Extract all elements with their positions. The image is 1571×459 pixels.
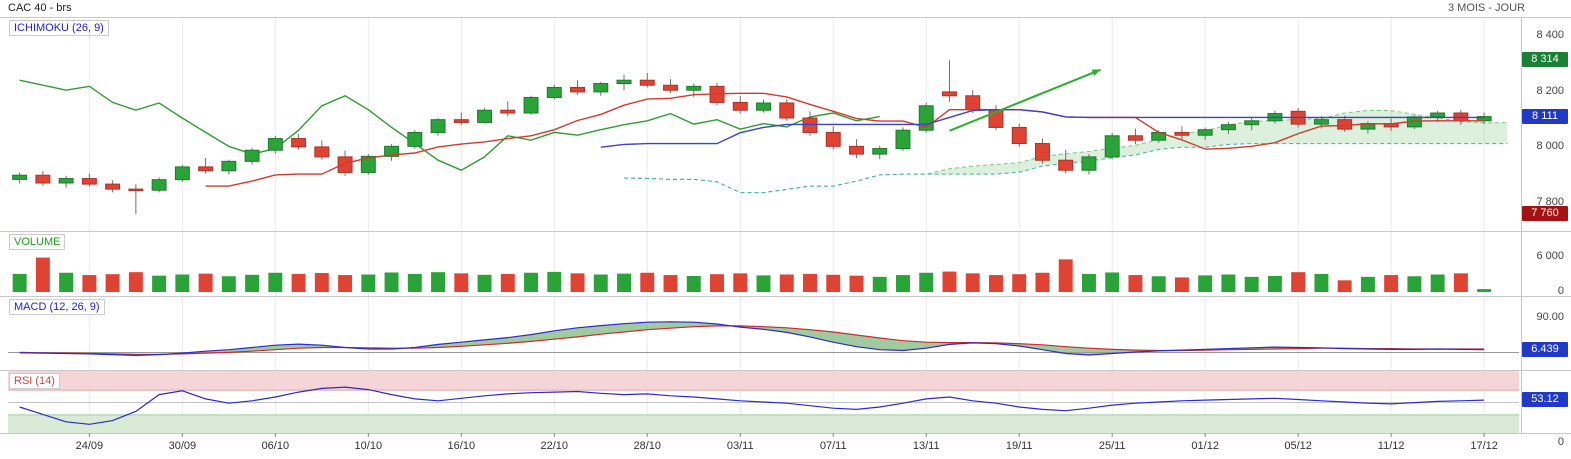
x-axis-label: 30/09 — [168, 440, 197, 452]
x-axis-label: 10/10 — [354, 440, 383, 452]
macd-indicator-label: MACD (12, 26, 9) — [9, 299, 105, 315]
price-tick-label: 8 000 — [1536, 140, 1564, 153]
x-axis-label: 07/11 — [819, 440, 847, 452]
rsi-zero-label: 0 — [1557, 436, 1564, 448]
macd-value-badge: 6.439 — [1522, 341, 1568, 357]
instrument-title: CAC 40 - brs — [8, 2, 72, 14]
price-tick-label: 8 400 — [1536, 29, 1564, 42]
price-tick-label: 8 200 — [1536, 84, 1564, 97]
price-tick-label: 7 800 — [1536, 196, 1564, 208]
x-axis-label: 16/10 — [447, 440, 476, 452]
macd-tick-label: 90.00 — [1536, 311, 1564, 323]
x-axis-label: 11/12 — [1377, 440, 1405, 452]
rsi-value-badge: 53.12 — [1522, 392, 1568, 408]
x-axis-label: 01/12 — [1191, 440, 1219, 452]
x-axis-label: 19/11 — [1005, 440, 1033, 452]
volume-tick-label: 6 000 — [1536, 250, 1564, 262]
price-badge-last-price: 8 111 — [1522, 108, 1568, 124]
chart-header: CAC 40 - brs 3 MOIS - JOUR — [0, 0, 1571, 17]
ichimoku-indicator-label: ICHIMOKU (26, 9) — [9, 20, 109, 36]
x-axis-label: 24/09 — [75, 440, 104, 452]
price-badge-period-high: 8 314 — [1522, 52, 1568, 68]
x-axis-label: 28/10 — [633, 440, 662, 452]
timeframe-label: 3 MOIS - JOUR — [1447, 2, 1525, 14]
x-axis-label: 06/10 — [261, 440, 290, 452]
x-axis-label: 22/10 — [540, 440, 569, 452]
x-axis-label: 03/11 — [726, 440, 754, 452]
x-axis-label: 05/12 — [1284, 440, 1312, 452]
volume-indicator-label: VOLUME — [9, 234, 66, 250]
volume-tick-label: 0 — [1557, 285, 1564, 297]
x-axis-label: 17/12 — [1470, 440, 1498, 452]
x-axis-label: 25/11 — [1098, 440, 1126, 452]
price-badge-period-low: 7 760 — [1522, 206, 1568, 222]
x-axis-label: 13/11 — [912, 440, 940, 452]
rsi-indicator-label: RSI (14) — [9, 373, 60, 389]
